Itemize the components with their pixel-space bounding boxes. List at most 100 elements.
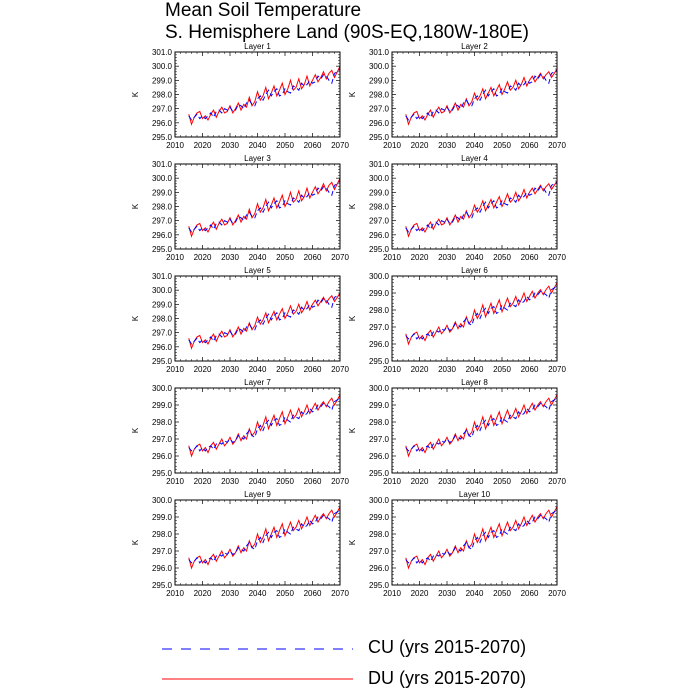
panel-8: Layer 8 K 295.0 296.0 297.0 298.0 299.0 300.0 20…	[348, 378, 566, 486]
y-tick-label: 296.0	[152, 231, 173, 240]
y-tick-label: 298.0	[369, 91, 390, 100]
y-axis-label: K	[348, 539, 357, 545]
x-tick-label: 2030	[221, 365, 239, 374]
series-du-line	[188, 394, 341, 458]
x-tick-label: 2050	[493, 141, 511, 150]
y-tick-label: 299.0	[152, 188, 173, 197]
x-tick-label: 2030	[438, 589, 456, 598]
x-tick-label: 2060	[521, 589, 539, 598]
x-tick-label: 2030	[221, 253, 239, 262]
panel-title: Layer 3	[244, 154, 271, 163]
series-cu-line	[405, 69, 558, 121]
x-tick-label: 2060	[521, 253, 539, 262]
x-tick-label: 2030	[221, 141, 239, 150]
y-tick-label: 300.0	[152, 496, 173, 505]
y-tick-label: 298.0	[369, 418, 390, 427]
y-tick-label: 301.0	[369, 48, 390, 57]
panel-title: Layer 2	[461, 42, 488, 51]
y-tick-label: 295.0	[369, 469, 390, 478]
y-tick-label: 296.0	[369, 119, 390, 128]
y-axis-label: K	[348, 427, 357, 433]
x-tick-label: 2030	[438, 365, 456, 374]
x-tick-label: 2020	[411, 477, 429, 486]
x-tick-label: 2020	[194, 477, 212, 486]
y-tick-label: 298.0	[369, 530, 390, 539]
x-tick-label: 2040	[466, 253, 484, 262]
x-tick-label: 2050	[276, 365, 294, 374]
series-du-line	[188, 292, 341, 350]
series-cu-line	[188, 68, 341, 121]
x-tick-label: 2010	[166, 141, 184, 150]
y-tick-label: 295.0	[369, 133, 390, 142]
plot-frame	[391, 51, 558, 138]
y-tick-label: 301.0	[369, 160, 390, 169]
y-tick-label: 296.0	[369, 231, 390, 240]
y-tick-label: 295.0	[369, 581, 390, 590]
x-tick-label: 2020	[411, 253, 429, 262]
x-tick-label: 2030	[438, 253, 456, 262]
x-tick-label: 2040	[249, 477, 267, 486]
chart-subtitle: S. Hemisphere Land (90S-EQ,180W-180E)	[165, 22, 529, 43]
y-tick-label: 299.0	[152, 300, 173, 309]
y-axis-label: K	[131, 203, 140, 209]
y-tick-label: 299.0	[369, 513, 390, 522]
series-cu-line	[405, 397, 558, 452]
x-tick-label: 2050	[276, 477, 294, 486]
legend-cu-line	[162, 648, 353, 650]
x-tick-label: 2020	[411, 141, 429, 150]
y-tick-label: 297.0	[152, 329, 173, 338]
x-tick-label: 2060	[521, 477, 539, 486]
y-tick-label: 299.0	[369, 289, 390, 298]
y-tick-label: 297.0	[369, 323, 390, 332]
x-tick-label: 2070	[331, 589, 349, 598]
x-tick-label: 2050	[276, 253, 294, 262]
y-tick-label: 295.0	[152, 133, 173, 142]
y-tick-label: 297.0	[369, 547, 390, 556]
panel-4: Layer 4 K 295.0 296.0 297.0 298.0 299.0 300.0 30…	[348, 154, 566, 262]
plot-frame	[391, 387, 558, 474]
y-axis-label: K	[131, 91, 140, 97]
x-tick-label: 2040	[466, 477, 484, 486]
x-tick-label: 2020	[194, 141, 212, 150]
panel-title: Layer 10	[459, 490, 491, 499]
plot-frame	[174, 51, 341, 138]
y-tick-label: 295.0	[152, 357, 173, 366]
y-tick-label: 299.0	[152, 76, 173, 85]
panel-title: Layer 4	[461, 154, 488, 163]
y-tick-label: 297.0	[152, 547, 173, 556]
panel-5: Layer 5 K 295.0 296.0 297.0 298.0 299.0 300.0 30…	[131, 266, 349, 374]
y-tick-label: 296.0	[369, 452, 390, 461]
y-axis-label: K	[131, 539, 140, 545]
series-cu-line	[188, 397, 341, 452]
series-du-line	[405, 282, 558, 346]
y-tick-label: 296.0	[152, 452, 173, 461]
x-tick-label: 2020	[194, 589, 212, 598]
series-cu-line	[405, 509, 558, 564]
y-tick-label: 301.0	[152, 48, 173, 57]
plot-frame	[391, 499, 558, 586]
y-tick-label: 296.0	[152, 564, 173, 573]
x-tick-label: 2070	[331, 141, 349, 150]
panel-title: Layer 7	[244, 378, 271, 387]
y-tick-label: 297.0	[152, 217, 173, 226]
x-tick-label: 2070	[331, 477, 349, 486]
series-du-line	[188, 65, 341, 126]
x-tick-label: 2050	[276, 589, 294, 598]
x-tick-label: 2070	[548, 365, 566, 374]
x-tick-label: 2020	[194, 253, 212, 262]
y-tick-label: 298.0	[152, 530, 173, 539]
y-tick-label: 298.0	[152, 315, 173, 324]
chart-title: Mean Soil Temperature	[165, 0, 362, 21]
x-tick-label: 2010	[383, 253, 401, 262]
y-tick-label: 301.0	[152, 160, 173, 169]
series-du-line	[188, 177, 341, 238]
x-tick-label: 2020	[194, 365, 212, 374]
y-tick-label: 298.0	[152, 203, 173, 212]
x-tick-label: 2040	[249, 365, 267, 374]
x-tick-label: 2060	[304, 589, 322, 598]
plot-frame	[391, 163, 558, 250]
y-tick-label: 300.0	[152, 62, 173, 71]
plot-frame	[174, 275, 341, 362]
panel-title: Layer 6	[461, 266, 488, 275]
y-tick-label: 296.0	[152, 343, 173, 352]
